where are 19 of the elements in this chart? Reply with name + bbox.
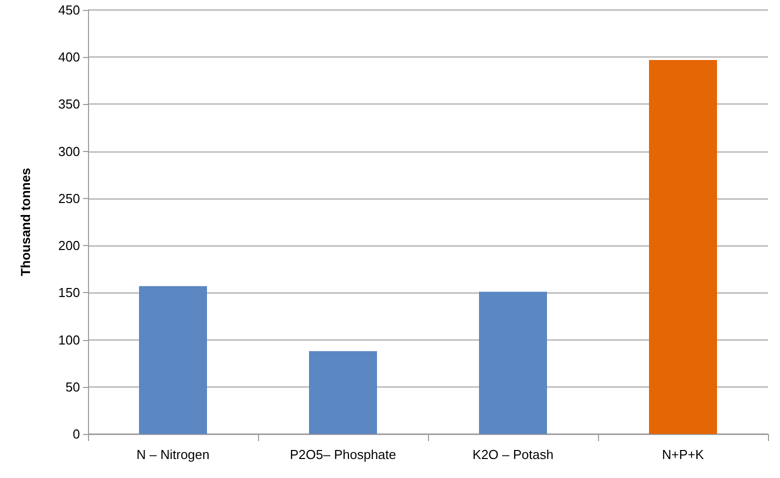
- y-tick-label: 300: [58, 144, 80, 159]
- y-tick-label: 150: [58, 285, 80, 300]
- y-tick-label: 50: [66, 379, 80, 394]
- x-tick-label: N – Nitrogen: [136, 447, 210, 462]
- y-axis-title: Thousand tonnes: [18, 168, 33, 276]
- y-tick-label: 450: [58, 2, 80, 18]
- bar: [649, 60, 717, 434]
- x-tick-label: N+P+K: [662, 447, 704, 462]
- bar: [479, 292, 547, 434]
- x-tick-label: P2O5– Phosphate: [290, 447, 396, 462]
- y-tick-label: 100: [58, 332, 80, 348]
- y-tick-label: 200: [58, 238, 80, 254]
- y-tick-label: 350: [58, 96, 80, 112]
- bar: [139, 286, 207, 434]
- y-tick-label: 400: [58, 50, 80, 65]
- bar: [309, 351, 377, 434]
- y-tick-label: 250: [58, 190, 80, 206]
- y-tick-label: 0: [72, 426, 80, 442]
- x-tick-label: K2O – Potash: [472, 447, 554, 462]
